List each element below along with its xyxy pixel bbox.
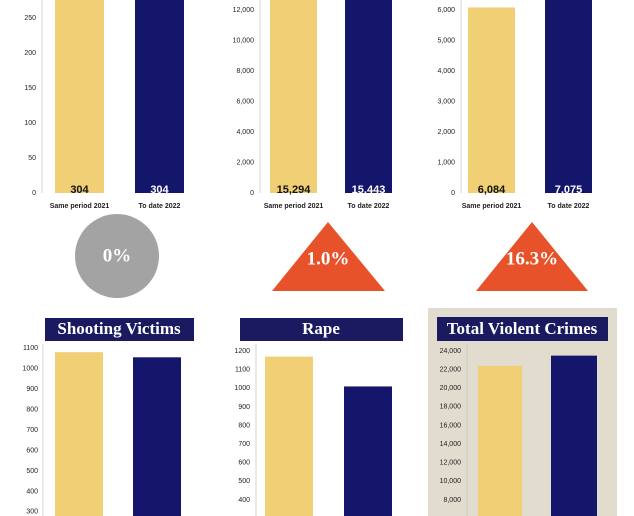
y-tick-label: 100 [24,120,36,127]
y-tick-label: 0 [250,190,254,197]
y-tick-label: 1000 [234,385,250,392]
value-label: 15,443 [352,184,386,196]
y-tick-label: 3,000 [437,98,455,105]
y-tick-label: 1200 [234,348,250,355]
change-label: 16.3% [506,248,558,269]
y-tick-label: 6,000 [236,98,254,105]
change-triangle [272,222,385,291]
y-tick-label: 8,000 [236,68,254,75]
y-tick-label: 300 [26,509,38,516]
chart-title: Rape [302,319,340,338]
y-tick-label: 50 [28,155,36,162]
y-tick-label: 200 [24,50,36,57]
bar [135,0,184,193]
value-label: 7,075 [555,184,583,196]
y-tick-label: 700 [238,441,250,448]
x-tick-label: To date 2022 [548,203,590,210]
bar [55,0,104,193]
y-tick-label: 8,000 [443,497,461,504]
y-tick-label: 4,000 [437,68,455,75]
x-tick-label: Same period 2021 [264,203,324,210]
y-tick-label: 22,000 [440,366,462,373]
y-tick-label: 6,000 [437,7,455,14]
y-tick-label: 2,000 [236,159,254,166]
bar [133,357,181,516]
y-tick-label: 24,000 [440,348,462,355]
value-label: 304 [150,184,169,196]
value-label: 15,294 [277,184,312,196]
y-tick-label: 800 [238,422,250,429]
value-label: 6,084 [478,184,506,196]
y-tick-label: 2,000 [437,129,455,136]
y-tick-label: 1000 [22,365,38,372]
value-label: 304 [70,184,89,196]
bar [270,0,317,193]
title-box [240,318,403,341]
y-tick-label: 400 [26,488,38,495]
y-tick-label: 18,000 [440,404,462,411]
bar [478,365,522,516]
bar [55,352,103,516]
y-tick-label: 10,000 [233,37,255,44]
y-tick-label: 250 [24,15,36,22]
chart-title: Total Violent Crimes [447,319,598,338]
bar [551,355,597,516]
y-tick-label: 700 [26,427,38,434]
y-tick-label: 5,000 [437,37,455,44]
y-tick-label: 800 [26,406,38,413]
x-tick-label: To date 2022 [348,203,390,210]
y-tick-label: 600 [238,460,250,467]
change-circle [75,214,159,298]
y-tick-label: 1100 [235,367,250,374]
y-tick-label: 10,000 [440,478,462,485]
bar [468,7,515,193]
y-tick-label: 900 [238,404,250,411]
title-box [45,318,194,341]
y-tick-label: 400 [238,497,250,504]
title-box [437,317,608,341]
y-tick-label: 1100 [23,345,38,352]
y-tick-label: 500 [238,478,250,485]
y-tick-label: 12,000 [233,7,255,14]
y-tick-label: 20,000 [440,385,462,392]
chart-title: Shooting Victims [57,319,181,338]
y-tick-label: 0 [32,190,36,197]
bar [344,386,392,516]
y-tick-label: 900 [26,386,38,393]
y-tick-label: 4,000 [236,129,254,136]
x-tick-label: Same period 2021 [462,203,522,210]
bar [265,356,313,516]
change-label: 1.0% [307,248,350,269]
y-tick-label: 150 [24,85,36,92]
change-label: 0% [103,245,132,266]
bar [545,0,592,193]
x-tick-label: Same period 2021 [50,203,110,210]
y-tick-label: 500 [26,468,38,475]
y-tick-label: 12,000 [440,460,462,467]
y-tick-label: 16,000 [440,422,462,429]
x-tick-label: To date 2022 [139,203,181,210]
change-triangle [476,222,588,291]
y-tick-label: 1,000 [437,159,455,166]
y-tick-label: 600 [26,447,38,454]
y-tick-label: 14,000 [440,441,462,448]
y-tick-label: 0 [451,190,455,197]
bar [345,0,392,193]
